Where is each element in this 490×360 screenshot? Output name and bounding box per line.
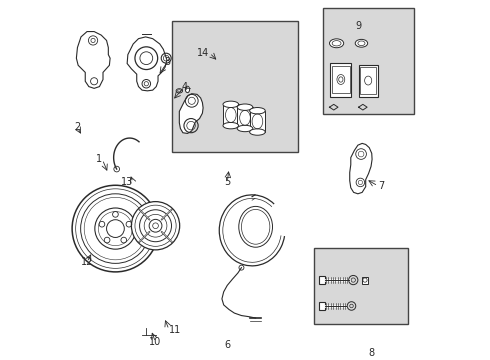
Polygon shape bbox=[127, 37, 167, 91]
Text: 5: 5 bbox=[224, 177, 230, 188]
Ellipse shape bbox=[355, 39, 368, 47]
Ellipse shape bbox=[237, 104, 253, 111]
Circle shape bbox=[72, 185, 159, 272]
Ellipse shape bbox=[223, 101, 239, 108]
Polygon shape bbox=[179, 94, 203, 134]
Circle shape bbox=[131, 202, 180, 250]
Bar bbox=[360, 67, 376, 94]
Bar bbox=[332, 66, 350, 93]
Bar bbox=[249, 111, 265, 132]
Bar bbox=[323, 8, 414, 114]
Text: 1: 1 bbox=[96, 154, 102, 165]
Text: 10: 10 bbox=[149, 337, 162, 347]
Text: 9: 9 bbox=[356, 21, 362, 31]
Polygon shape bbox=[76, 32, 110, 88]
Polygon shape bbox=[350, 143, 372, 194]
Ellipse shape bbox=[176, 89, 182, 93]
Bar bbox=[237, 107, 253, 129]
Text: 7: 7 bbox=[378, 181, 384, 191]
Bar bbox=[223, 104, 239, 126]
Ellipse shape bbox=[185, 86, 190, 93]
Text: 2: 2 bbox=[74, 122, 80, 132]
Text: 6: 6 bbox=[224, 340, 230, 350]
Ellipse shape bbox=[249, 108, 265, 114]
Text: 4: 4 bbox=[182, 82, 188, 91]
Text: 8: 8 bbox=[368, 348, 374, 358]
Bar bbox=[319, 302, 324, 310]
Ellipse shape bbox=[249, 129, 265, 135]
Bar bbox=[319, 276, 324, 284]
Bar bbox=[172, 21, 298, 152]
Ellipse shape bbox=[237, 125, 253, 132]
Bar bbox=[359, 64, 378, 96]
Text: 11: 11 bbox=[169, 325, 181, 335]
Text: 3: 3 bbox=[165, 57, 171, 67]
Text: 14: 14 bbox=[197, 48, 210, 58]
Ellipse shape bbox=[239, 206, 272, 247]
Text: 13: 13 bbox=[121, 177, 133, 188]
Ellipse shape bbox=[223, 122, 239, 129]
Text: 12: 12 bbox=[81, 257, 93, 267]
Bar bbox=[362, 276, 368, 284]
Bar bbox=[314, 248, 408, 324]
Ellipse shape bbox=[329, 39, 343, 48]
Bar bbox=[330, 63, 351, 96]
